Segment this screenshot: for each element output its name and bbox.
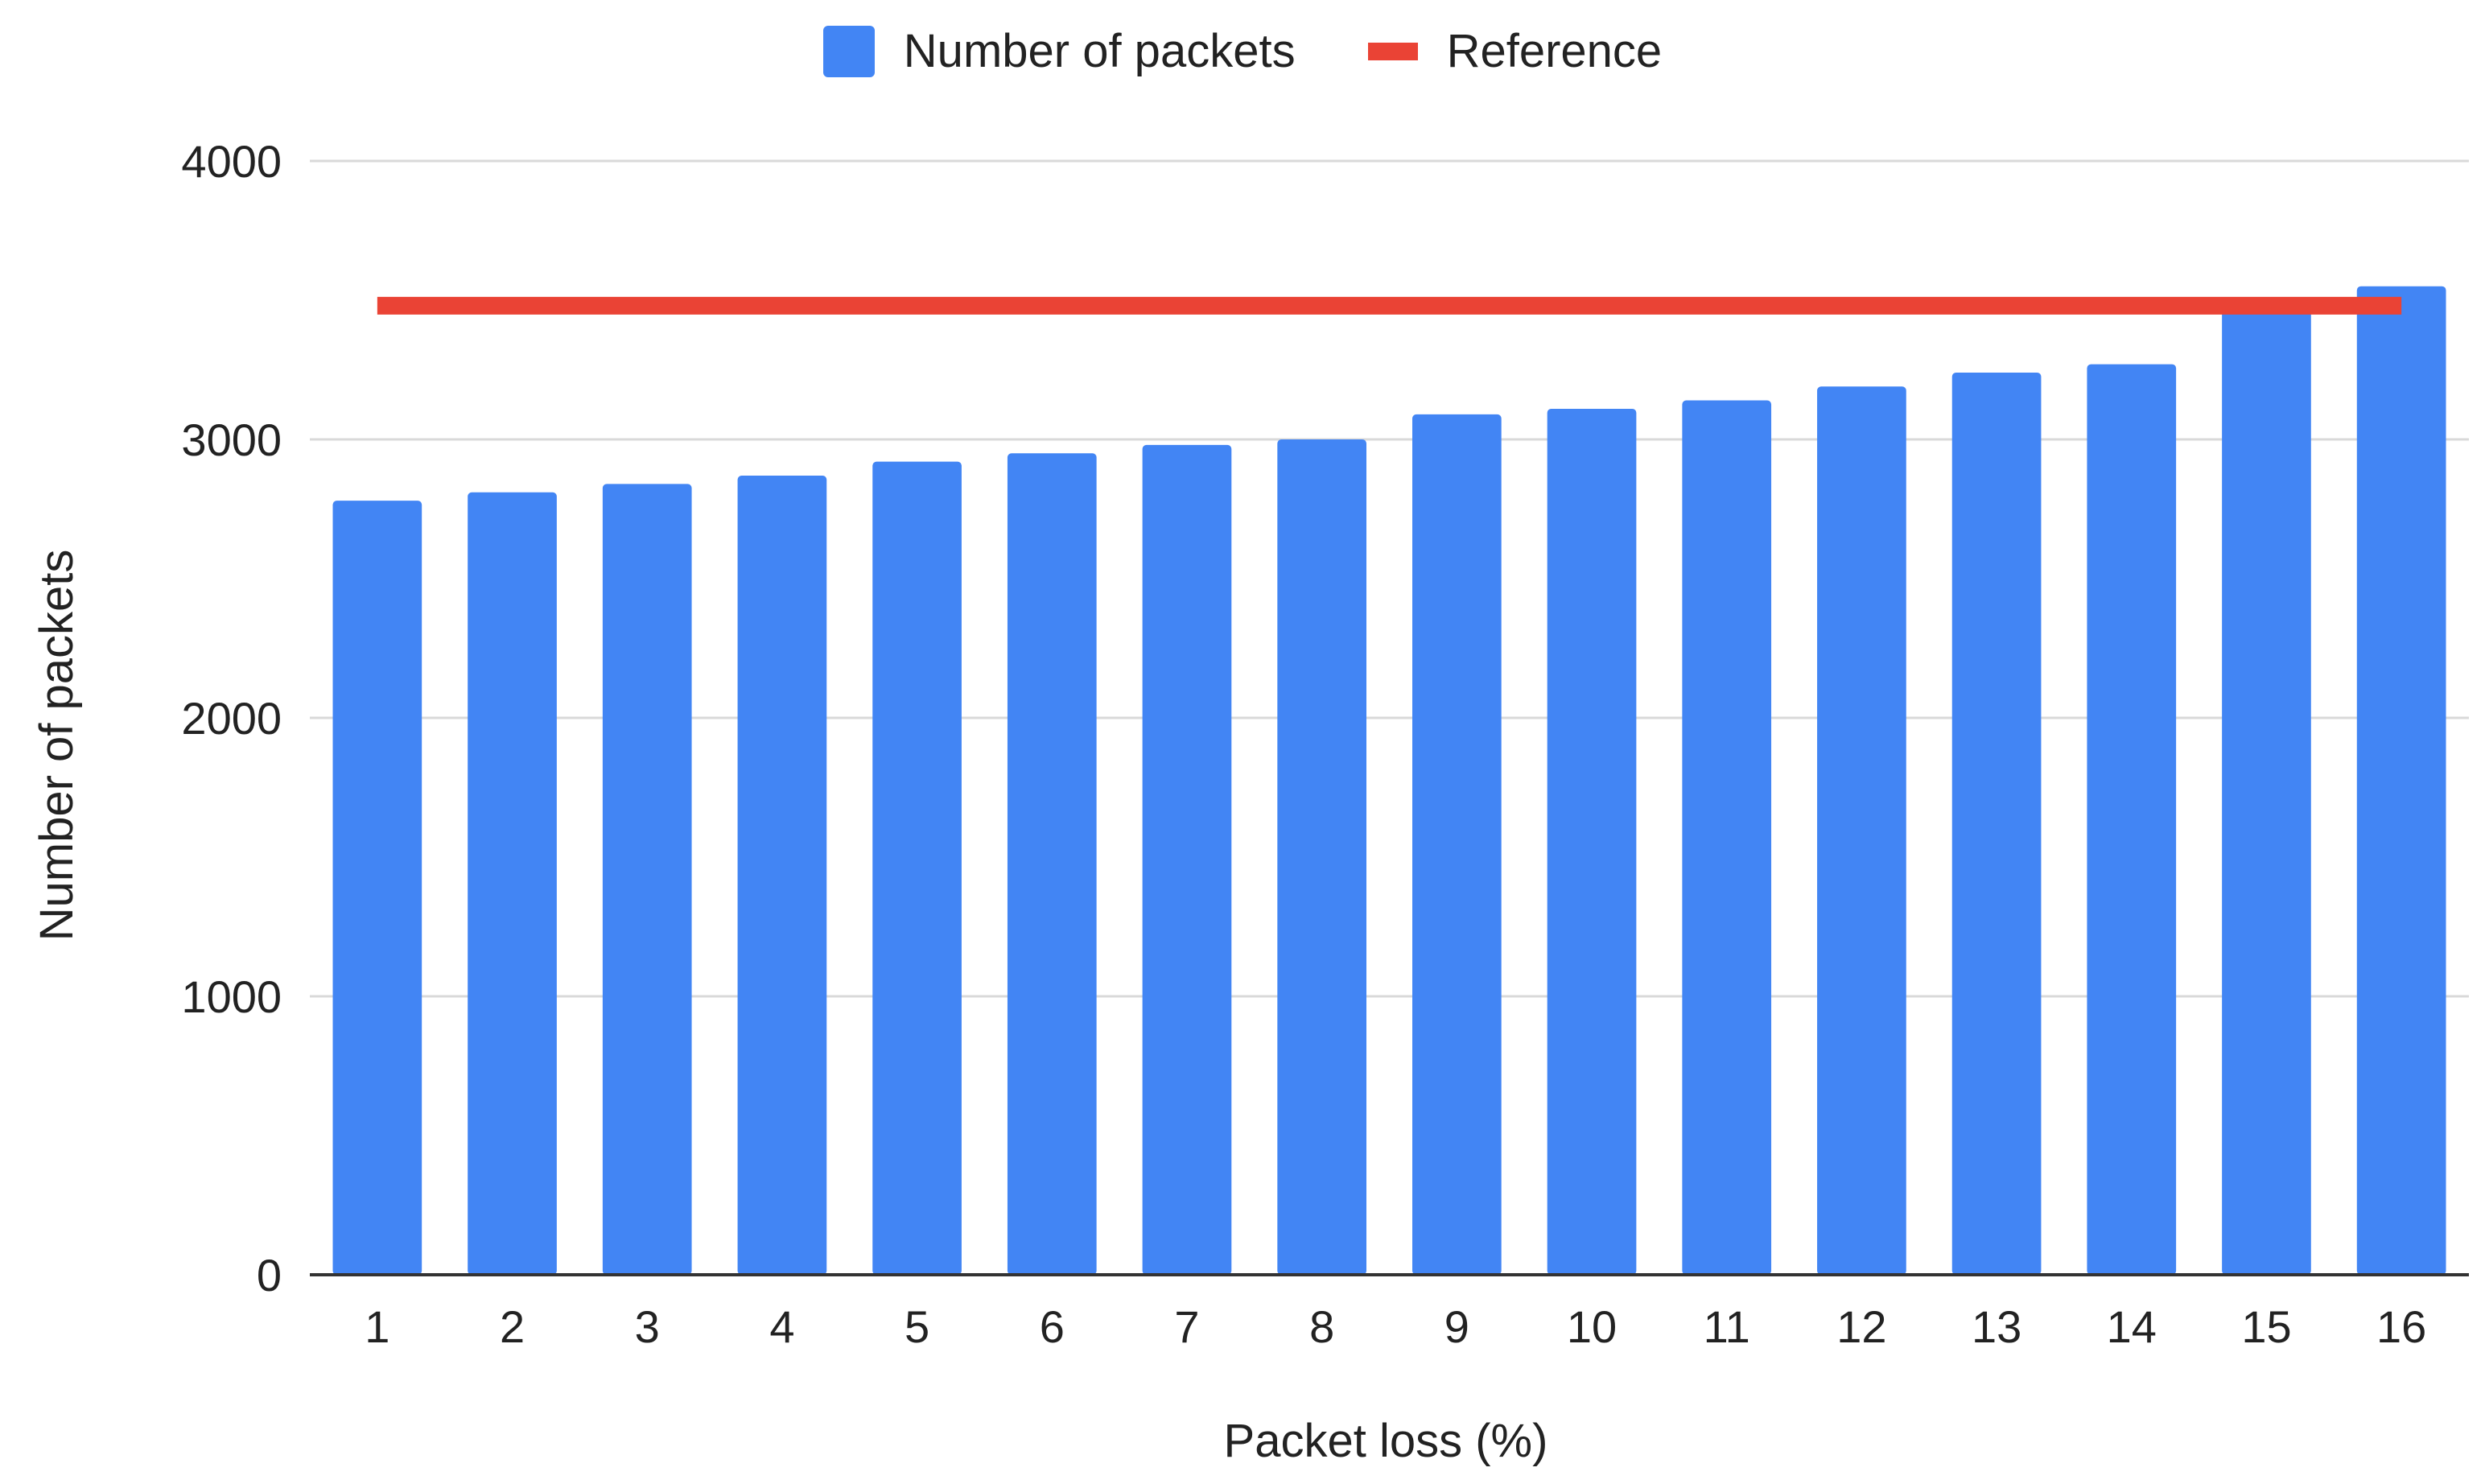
bar-3 [602, 484, 692, 1275]
y-tick-label-2000: 2000 [181, 693, 282, 744]
x-tick-label-12: 12 [1836, 1301, 1886, 1352]
y-tick-label-1000: 1000 [181, 971, 282, 1022]
bars [332, 286, 2446, 1276]
x-tick-label-9: 9 [1444, 1301, 1469, 1352]
y-tick-labels: 0 1000 2000 3000 4000 [181, 136, 282, 1301]
bar-14 [2087, 364, 2177, 1276]
x-tick-label-7: 7 [1174, 1301, 1199, 1352]
x-axis-title: Packet loss (%) [1224, 1415, 1548, 1467]
x-tick-label-13: 13 [1972, 1301, 2021, 1352]
legend-item-bars[interactable]: Number of packets [822, 24, 1296, 78]
bar-11 [1682, 400, 1772, 1275]
x-tick-label-11: 11 [1704, 1301, 1750, 1352]
bar-13 [1951, 372, 2042, 1276]
legend-label-reference: Reference [1446, 25, 1663, 77]
bar-9 [1412, 414, 1502, 1275]
x-tick-label-3: 3 [635, 1301, 660, 1352]
bar-8 [1277, 439, 1366, 1275]
bar-7 [1142, 444, 1232, 1276]
bar-5 [872, 461, 962, 1275]
bar-16 [2356, 286, 2446, 1276]
x-tick-label-6: 6 [1040, 1301, 1065, 1352]
bar-12 [1817, 386, 1906, 1275]
x-tick-label-2: 2 [500, 1301, 525, 1352]
legend-swatch-reference [1367, 42, 1418, 60]
x-tick-label-8: 8 [1309, 1301, 1334, 1352]
y-tick-label-4000: 4000 [181, 136, 282, 187]
y-tick-label-3000: 3000 [181, 414, 282, 465]
x-tick-label-15: 15 [2241, 1301, 2291, 1352]
legend: Number of packets Reference [0, 24, 2485, 78]
x-tick-label-1: 1 [365, 1301, 389, 1352]
x-tick-label-10: 10 [1567, 1301, 1617, 1352]
bar-15 [2222, 305, 2311, 1275]
legend-label-bars: Number of packets [903, 25, 1296, 77]
bar-1 [332, 501, 422, 1275]
y-axis-title: Number of packets [31, 550, 83, 942]
x-tick-label-5: 5 [905, 1301, 929, 1352]
bar-2 [468, 492, 557, 1275]
bar-6 [1007, 453, 1097, 1275]
bar-4 [737, 475, 827, 1275]
x-tick-label-14: 14 [2107, 1301, 2157, 1352]
y-tick-label-0: 0 [257, 1250, 282, 1301]
x-tick-label-4: 4 [769, 1301, 794, 1352]
x-tick-label-16: 16 [2376, 1301, 2426, 1352]
bar-10 [1547, 408, 1637, 1276]
x-tick-labels: 1 2 3 4 5 6 7 8 9 10 11 12 13 14 15 16 [365, 1301, 2426, 1352]
legend-item-reference[interactable]: Reference [1367, 24, 1663, 78]
legend-swatch-bars [822, 25, 875, 77]
